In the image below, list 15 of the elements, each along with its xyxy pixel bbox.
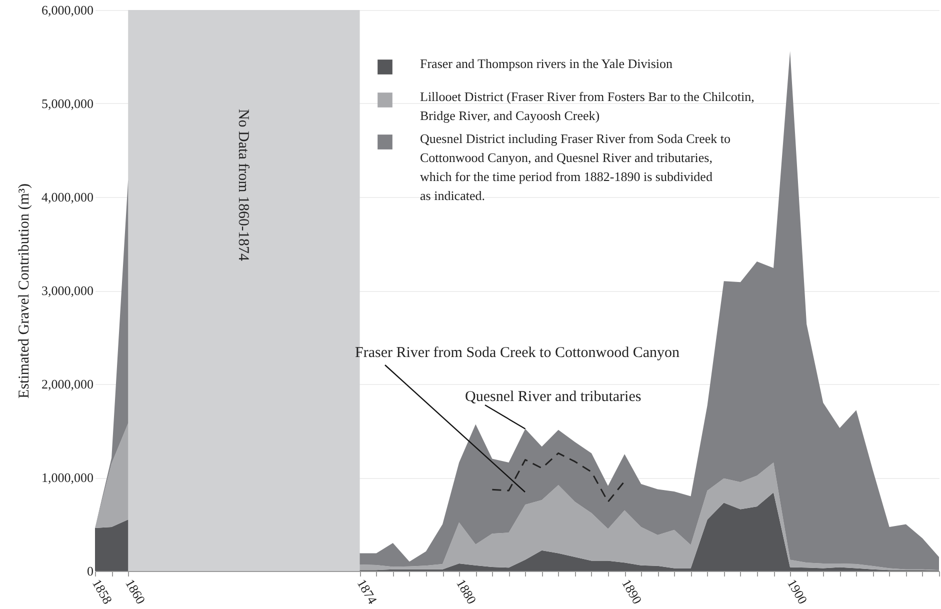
y-tick-label: 4,000,000	[42, 190, 94, 204]
line-series	[491, 452, 626, 503]
y-tick-label: 3,000,000	[42, 283, 94, 298]
y-tick-label: 6,000,000	[42, 2, 94, 18]
y-tick-label: 0	[87, 564, 94, 578]
y-tick-label: 2,000,000	[42, 376, 94, 392]
y-tick-label: 1,000,000	[42, 470, 94, 485]
band-label: No Data from 1860-1874	[234, 108, 251, 262]
legend-label: Fraser and Thompson rivers in the Yale Division	[420, 56, 674, 71]
y-tick-label: 5,000,000	[42, 96, 94, 111]
annotation: Fraser River from Soda Creek to Cottonwood Canyon	[355, 345, 680, 361]
y-axis-title: Estimated Gravel Contribution (m³)	[16, 184, 32, 398]
annotation: Quesnel River and tributaries	[465, 389, 642, 405]
legend-label: Lillooet District (Fraser River from Fosters Bar to the Chilcotin, Bridge River, and Cayoosh Creek)	[420, 89, 754, 123]
legend-label: Quesnel District including Fraser River from Soda Creek to Cottonwood Canyon, and Quesnel River and tributaries, which for the time period from 1882-1890 is subdivided as indicated.	[420, 131, 730, 203]
